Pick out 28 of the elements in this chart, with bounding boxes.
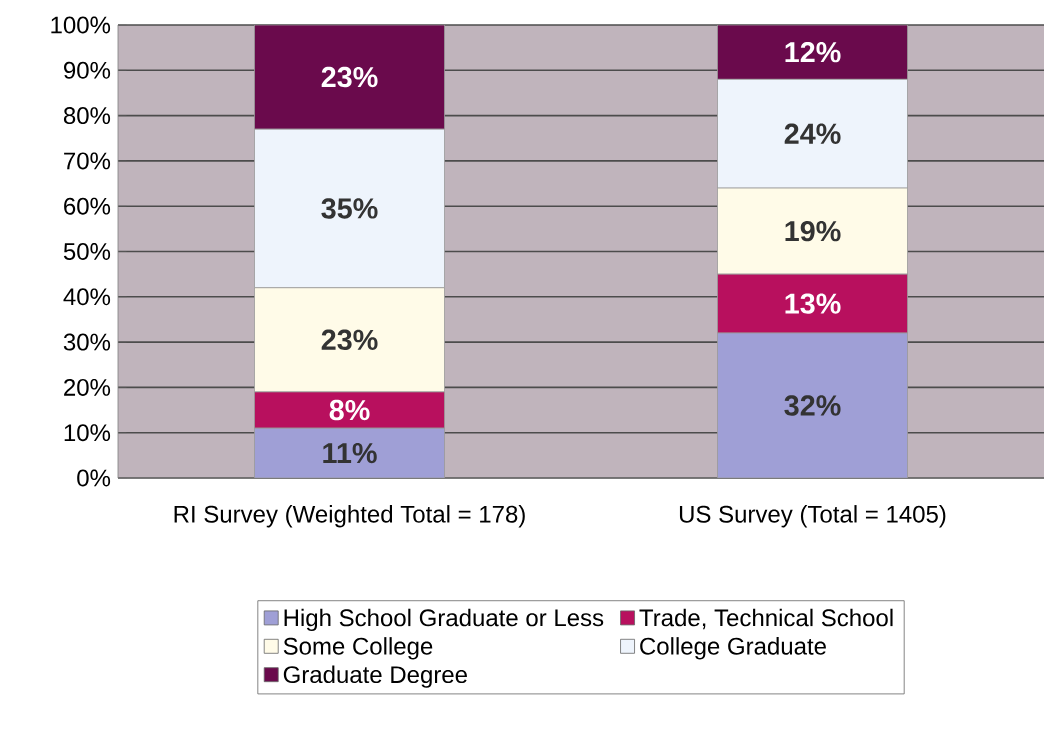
data-label: 8% — [329, 399, 370, 421]
y-tick-label: 0% — [77, 469, 111, 487]
y-tick-label: 90% — [64, 61, 111, 79]
y-tick-label: 10% — [64, 424, 111, 442]
y-tick-label: 40% — [63, 288, 111, 306]
data-label: 19% — [785, 220, 841, 242]
legend-label: Graduate Degree — [283, 665, 467, 688]
y-tick-label: 100% — [51, 16, 111, 34]
legend-label: Some College — [283, 637, 433, 660]
y-tick-label: 50% — [63, 243, 111, 260]
data-label: 13% — [785, 293, 841, 314]
data-label: 35% — [321, 198, 378, 219]
legend-label: High School Graduate or Less — [284, 608, 604, 632]
data-label: 12% — [785, 42, 841, 63]
y-tick-label: 80% — [63, 107, 111, 125]
y-tick-label: 70% — [64, 152, 111, 170]
x-tick-label: RI Survey (Weighted Total = 178) — [174, 505, 525, 528]
data-label: 23% — [321, 329, 378, 351]
y-tick-label: 30% — [63, 333, 111, 351]
data-label: 11% — [323, 442, 377, 464]
data-label: 32% — [784, 395, 841, 416]
x-tick-label: US Survey (Total = 1405) — [679, 505, 946, 528]
data-label: 24% — [784, 123, 841, 144]
legend-label: College Graduate — [640, 637, 826, 660]
data-label: 23% — [321, 66, 378, 88]
y-tick-label: 20% — [64, 378, 111, 396]
legend-label: Trade, Technical School — [639, 608, 893, 630]
y-tick-label: 60% — [64, 197, 111, 215]
